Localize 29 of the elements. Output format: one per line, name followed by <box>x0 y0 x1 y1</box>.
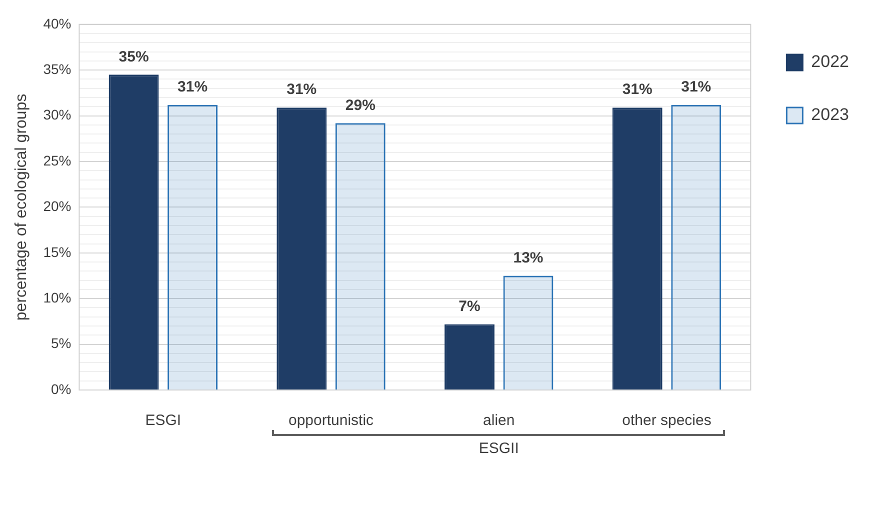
y-tick-label: 5% <box>50 335 72 352</box>
y-tick-label: 35% <box>43 60 72 77</box>
data-label: 7% <box>458 298 480 315</box>
data-label: 13% <box>513 249 544 266</box>
data-label: 31% <box>622 81 652 98</box>
data-label: 31% <box>286 81 317 98</box>
y-tick-label: 30% <box>43 106 72 123</box>
y-tick-label: 15% <box>43 244 72 260</box>
y-tick-label: 25% <box>43 152 72 168</box>
legend-label: 2022 <box>811 52 850 72</box>
legend-label: 2023 <box>811 105 850 124</box>
x-tick-label: opportunistic <box>288 412 374 430</box>
data-label: 35% <box>118 48 149 66</box>
y-tick-label: 40% <box>43 15 72 32</box>
y-tick-label: 20% <box>43 198 72 214</box>
bar <box>671 104 722 390</box>
bar <box>168 104 218 390</box>
y-tick-label: 0% <box>50 380 72 397</box>
data-label: 29% <box>345 96 376 114</box>
text: ESGII <box>478 440 520 457</box>
x-tick-label: ESGI <box>145 412 182 430</box>
x-tick-label: other species <box>622 412 712 430</box>
data-label: 31% <box>178 78 208 96</box>
bar <box>503 276 554 390</box>
y-tick-label: 10% <box>43 289 72 306</box>
bar <box>335 123 386 390</box>
data-label: 31% <box>681 78 712 96</box>
x-tick-label: alien <box>483 412 515 430</box>
y-axis-title: percentage of ecological groups <box>13 94 30 321</box>
